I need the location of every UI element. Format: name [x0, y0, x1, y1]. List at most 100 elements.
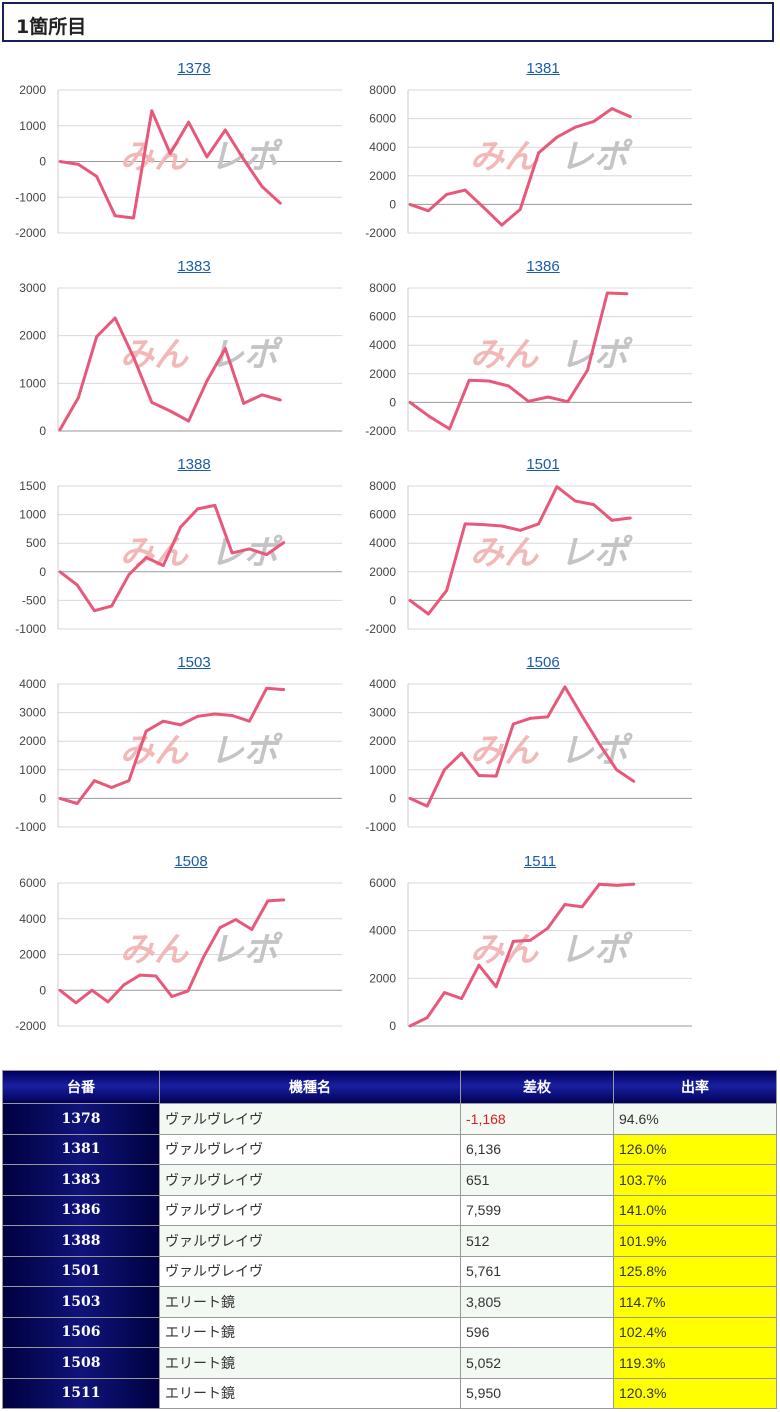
data-point — [58, 570, 62, 574]
data-point — [122, 983, 126, 987]
data-point — [597, 742, 601, 746]
cell-model-name: エリート鏡 — [159, 1377, 461, 1409]
y-tick-label: -1000 — [365, 820, 396, 834]
chart-1383: 3000 2000 1000 0 みん レポ 1383 — [0, 258, 350, 448]
y-tick-label: -1000 — [15, 820, 46, 834]
table-row: 1381 ヴァルヴレイヴ 6,136 126.0% — [2, 1133, 777, 1165]
cell-model-name: エリート鏡 — [159, 1286, 461, 1318]
cell-machine-number: 1511 — [2, 1377, 160, 1409]
y-tick-label: 8000 — [369, 281, 396, 295]
data-point — [537, 522, 540, 526]
data-point — [463, 188, 467, 192]
data-point — [242, 157, 246, 161]
y-tick-label: 0 — [389, 395, 396, 409]
svg-text:みん: みん — [470, 335, 539, 375]
data-point — [202, 954, 206, 958]
cell-difference: 6,136 — [460, 1133, 614, 1165]
col-header-payout-rate: 出率 — [613, 1070, 777, 1104]
data-point — [573, 125, 577, 129]
y-tick-label: -2000 — [365, 424, 396, 438]
data-point — [168, 409, 172, 413]
y-tick-label: 6000 — [369, 112, 396, 126]
data-point — [75, 802, 79, 805]
y-tick-label: -2000 — [365, 622, 396, 636]
svg-text:レポ: レポ — [560, 533, 633, 573]
chart-title-link[interactable]: 1378 — [177, 60, 211, 77]
chart-title-link[interactable]: 1503 — [177, 654, 211, 671]
data-point — [426, 209, 430, 213]
cell-difference: 3,805 — [460, 1286, 614, 1318]
cell-machine-number: 1503 — [2, 1286, 160, 1318]
data-point — [408, 1024, 412, 1028]
data-point — [500, 223, 504, 227]
chart-1378: 2000 1000 0 -1000 -2000 みん レポ 1378 — [0, 60, 350, 250]
table-header-row: 台番 機種名 差枚 出率 — [2, 1070, 777, 1104]
data-point — [425, 1016, 429, 1020]
watermark-logo: みん レポ — [470, 533, 633, 573]
data-point — [260, 393, 264, 397]
chart-svg: 8000 6000 4000 2000 0 -2000 みん レポ — [365, 83, 692, 240]
data-point — [247, 719, 251, 723]
data-point — [580, 714, 584, 718]
chart-svg: 8000 6000 4000 2000 0 -2000 みん レポ — [365, 281, 692, 438]
y-tick-label: 4000 — [369, 536, 396, 550]
cell-payout-rate: 94.6% — [613, 1103, 777, 1135]
y-tick-label: 0 — [39, 424, 46, 438]
chart-1503: 4000 3000 2000 1000 0 -1000 みん レポ 1503 — [0, 654, 350, 844]
results-table: 台番 機種名 差枚 出率 1378 ヴァルヴレイヴ -1,168 94.6% 1381 ヴ… — [2, 1070, 777, 1409]
data-point — [205, 155, 209, 159]
data-point — [605, 291, 609, 295]
y-tick-label: 1000 — [19, 508, 46, 522]
y-tick-label: 4000 — [369, 924, 396, 938]
chart-title-link[interactable]: 1388 — [177, 456, 211, 473]
chart-title-link[interactable]: 1381 — [526, 60, 560, 77]
chart-title-link[interactable]: 1508 — [174, 853, 208, 870]
section-header: 1箇所目 — [2, 2, 774, 42]
cell-difference: 5,950 — [460, 1377, 614, 1409]
chart-svg: 3000 2000 1000 0 みん レポ — [19, 281, 342, 438]
chart-svg: 6000 4000 2000 0 みん レポ — [369, 876, 692, 1033]
data-point — [127, 779, 131, 783]
data-point — [250, 928, 254, 931]
svg-text:レポ: レポ — [210, 137, 283, 177]
y-tick-label: 4000 — [369, 338, 396, 352]
table-row: 1501 ヴァルヴレイヴ 5,761 125.8% — [2, 1255, 777, 1287]
y-tick-label: 500 — [26, 536, 46, 550]
y-tick-label: 4000 — [369, 677, 396, 691]
data-point — [563, 903, 567, 906]
y-tick-label: 1500 — [19, 479, 46, 493]
y-tick-label: 3000 — [19, 281, 46, 295]
chart-title-link[interactable]: 1386 — [526, 258, 560, 275]
chart-svg: 4000 3000 2000 1000 0 -1000 みん レポ — [15, 677, 342, 834]
data-point — [179, 723, 182, 727]
svg-text:レポ: レポ — [560, 335, 633, 375]
y-tick-label: 8000 — [369, 479, 396, 493]
table-row: 1503 エリート鏡 3,805 114.7% — [2, 1286, 777, 1318]
cell-machine-number: 1506 — [2, 1316, 160, 1348]
cell-payout-rate: 103.7% — [613, 1164, 777, 1196]
chart-title-link[interactable]: 1501 — [526, 456, 560, 473]
y-tick-label: 3000 — [19, 706, 46, 720]
data-point — [93, 609, 96, 613]
data-point — [113, 316, 117, 320]
chart-title-link[interactable]: 1511 — [523, 853, 557, 870]
data-point — [426, 612, 430, 616]
chart-title-link[interactable]: 1383 — [177, 258, 211, 275]
data-point — [507, 384, 511, 388]
data-point — [58, 160, 62, 163]
data-point — [110, 786, 114, 789]
chart-1511: 6000 4000 2000 0 みん レポ 1511 — [350, 853, 700, 1043]
data-point — [278, 398, 282, 402]
chart-title-link[interactable]: 1506 — [526, 654, 560, 671]
data-point — [213, 712, 217, 716]
data-point — [196, 714, 200, 718]
y-tick-label: 4000 — [19, 912, 46, 926]
data-point — [408, 401, 412, 404]
series-line — [59, 503, 285, 613]
cell-model-name: ヴァルヴレイヴ — [159, 1225, 461, 1257]
y-tick-label: -2000 — [15, 226, 46, 240]
cell-difference: 5,761 — [460, 1255, 614, 1287]
table-row: 1506 エリート鏡 596 102.4% — [2, 1316, 777, 1348]
data-point — [58, 797, 62, 800]
watermark-logo: みん レポ — [120, 930, 283, 970]
